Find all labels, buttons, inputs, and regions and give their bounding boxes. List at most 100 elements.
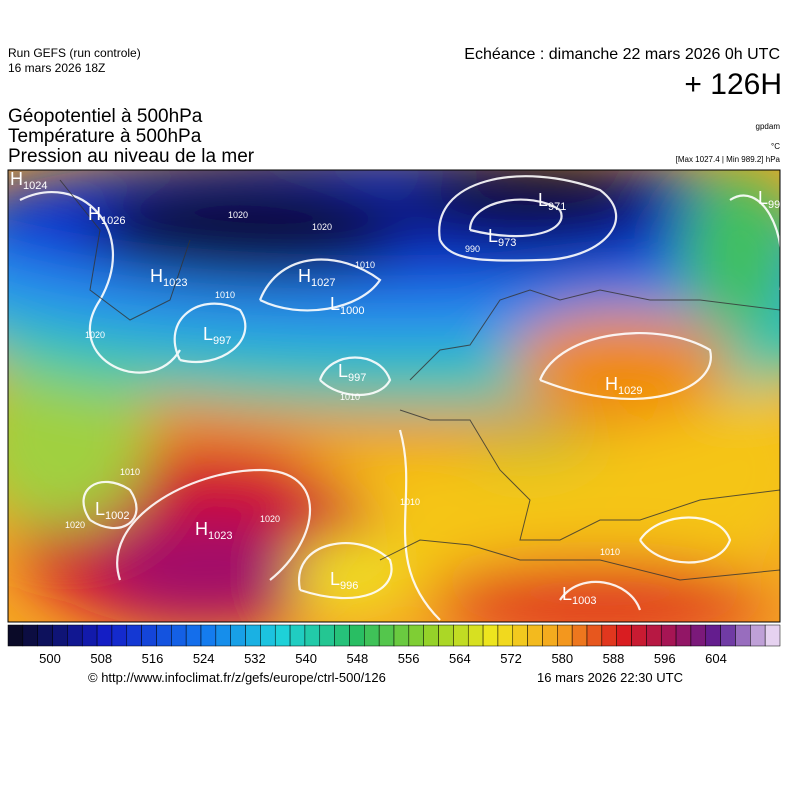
- pressure-center: L99: [758, 188, 780, 211]
- colorbar-swatch: [601, 624, 617, 647]
- colorbar-swatch: [200, 624, 217, 647]
- colorbar-label: 532: [244, 651, 266, 666]
- center-letter: L: [95, 499, 105, 519]
- pressure-center: H1027: [298, 266, 335, 289]
- colorbar-swatch: [126, 624, 142, 647]
- colorbar-swatch: [482, 624, 499, 647]
- colorbar-label: 500: [39, 651, 61, 666]
- center-value: 1000: [340, 305, 364, 317]
- pressure-center: L1000: [330, 294, 365, 317]
- pressure-center: H1026: [88, 204, 125, 227]
- isobar-label: 1020: [312, 222, 332, 232]
- colorbar-swatch: [171, 624, 187, 647]
- center-value: 1002: [105, 510, 129, 522]
- colorbar-swatch: [453, 624, 469, 647]
- map-frame: [7, 169, 781, 623]
- colorbar-swatch: [764, 624, 781, 647]
- pressure-center: L971: [538, 190, 566, 213]
- source-url: © http://www.infoclimat.fr/z/gefs/europe…: [88, 670, 386, 685]
- center-letter: L: [330, 294, 340, 314]
- center-letter: L: [758, 188, 768, 208]
- pressure-range: [Max 1027.4 | Min 989.2] hPa: [675, 155, 780, 164]
- colorbar-swatch: [22, 624, 38, 647]
- pressure-center: L973: [488, 226, 516, 249]
- center-value: 1029: [618, 385, 642, 397]
- colorbar-swatch: [735, 624, 751, 647]
- pressure-center: L1002: [95, 499, 130, 522]
- center-letter: L: [330, 569, 340, 589]
- pressure-center: L997: [338, 361, 366, 384]
- colorbar-swatch: [527, 624, 543, 647]
- unit-gpdam: gpdam: [755, 122, 780, 131]
- isobar-label: 1020: [65, 520, 85, 530]
- center-letter: H: [605, 374, 618, 394]
- colorbar-label: 572: [500, 651, 522, 666]
- isobar-label: 1010: [600, 547, 620, 557]
- pressure-center: H1024: [10, 169, 47, 192]
- isobar-label: 1010: [120, 467, 140, 477]
- pressure-center: H1029: [605, 374, 642, 397]
- center-value: 973: [498, 237, 516, 249]
- temperature-field: [8, 170, 780, 622]
- isobar-label: 1020: [85, 330, 105, 340]
- colorbar-label: 564: [449, 651, 471, 666]
- center-letter: L: [538, 190, 548, 210]
- center-letter: L: [488, 226, 498, 246]
- colorbar-swatch: [616, 624, 632, 647]
- colorbar-swatch: [378, 624, 395, 647]
- issue-date: 16 mars 2026 22:30 UTC: [537, 670, 683, 685]
- center-value: 99: [768, 199, 780, 211]
- pressure-center: H1023: [150, 266, 187, 289]
- title-1: Géopotentiel à 500hPa: [8, 106, 203, 127]
- center-value: 1023: [163, 277, 187, 289]
- isobar-label: 1010: [340, 392, 360, 402]
- colorbar-swatch: [364, 624, 380, 647]
- center-value: 996: [340, 580, 358, 592]
- colorbar-label: 596: [654, 651, 676, 666]
- isobar-label: 1010: [355, 260, 375, 270]
- colorbar-swatch: [631, 624, 647, 647]
- run-date: 16 mars 2026 18Z: [8, 61, 106, 75]
- center-value: 1024: [23, 180, 47, 192]
- colorbar-swatch: [274, 624, 291, 647]
- colorbar-swatch: [289, 624, 306, 647]
- center-value: 971: [548, 201, 566, 213]
- colorbar-swatch: [512, 624, 528, 647]
- center-letter: H: [10, 169, 23, 189]
- center-value: 1023: [208, 530, 232, 542]
- colorbar-label: 548: [347, 651, 369, 666]
- colorbar-swatch: [750, 624, 766, 647]
- colorbar-label: 580: [551, 651, 573, 666]
- isobar-label: 1020: [260, 514, 280, 524]
- colorbar-swatch: [156, 624, 172, 647]
- run-label: Run GEFS (run controle): [8, 46, 141, 60]
- colorbar-swatch: [260, 624, 276, 647]
- center-letter: H: [88, 204, 101, 224]
- colorbar-swatch: [141, 624, 157, 647]
- colorbar-swatch: [586, 624, 603, 647]
- center-letter: H: [150, 266, 163, 286]
- colorbar-label: 556: [398, 651, 420, 666]
- isobar-label: 1020: [228, 210, 248, 220]
- colorbar-swatch: [334, 624, 350, 647]
- center-letter: H: [298, 266, 311, 286]
- title-3: Pression au niveau de la mer: [8, 146, 255, 167]
- colorbar-swatch: [497, 624, 514, 647]
- center-letter: L: [562, 584, 572, 604]
- colorbar-swatch: [111, 624, 128, 647]
- colorbar-swatch: [690, 624, 707, 647]
- colorbar-label: 540: [295, 651, 317, 666]
- center-letter: L: [203, 324, 213, 344]
- title-2: Température à 500hPa: [8, 126, 202, 147]
- colorbar-swatch: [438, 624, 454, 647]
- colorbar-swatch: [542, 624, 558, 647]
- colorbar-swatch: [393, 624, 410, 647]
- colorbar-swatch: [349, 624, 365, 647]
- colorbar-swatch: [304, 624, 321, 647]
- colorbar-label: 588: [603, 651, 625, 666]
- colorbar-label: 524: [193, 651, 215, 666]
- isobar-label: 990: [465, 244, 480, 254]
- center-value: 1027: [311, 277, 335, 289]
- colorbar-swatch: [37, 624, 53, 647]
